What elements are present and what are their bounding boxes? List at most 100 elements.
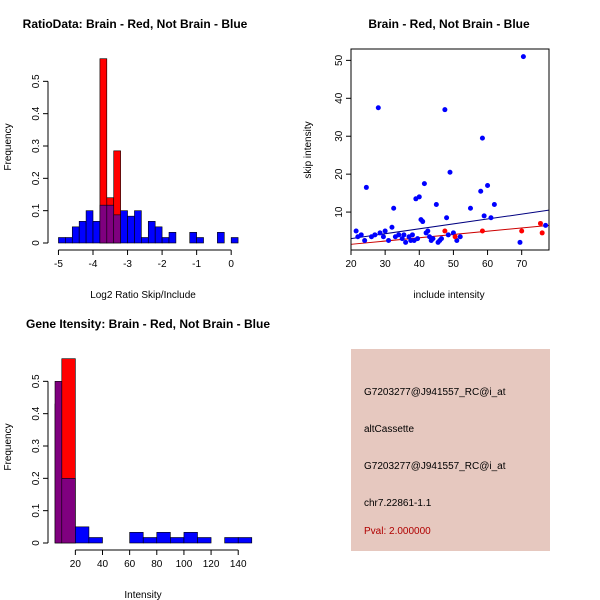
intensity-scatter-point-not-brain	[517, 239, 523, 245]
intensity-scatter-point-not-brain	[478, 188, 484, 194]
gene-intensity-histogram-x-tick-label: 80	[151, 559, 163, 570]
intensity-scatter-plot-box	[350, 48, 550, 251]
probe-id-secondary: G7203277@J941557_RC@i_at	[364, 461, 506, 472]
pval-text: Pval: 2.000000	[364, 526, 431, 537]
ratio-histogram-bar-not-brain	[168, 232, 177, 244]
ratio-histogram-bar-not-brain	[120, 210, 128, 244]
ratio-histogram-bar-not-brain	[65, 237, 73, 244]
intensity-scatter-point-brain	[479, 228, 485, 234]
gene-intensity-histogram-bar-not-brain	[129, 532, 144, 544]
intensity-scatter-point-not-brain	[386, 238, 392, 244]
intensity-scatter-point-not-brain	[450, 230, 456, 236]
intensity-scatter-point-not-brain	[391, 205, 397, 211]
intensity-scatter-point-not-brain	[445, 232, 451, 238]
intensity-scatter-x-tick-label: 60	[482, 259, 494, 270]
ratio-histogram-bar-not-brain	[134, 210, 142, 244]
ratio-histogram-y-tick-label: 0.4	[31, 106, 42, 120]
intensity-scatter-point-not-brain	[415, 236, 421, 242]
intensity-scatter-x-tick-label: 50	[448, 259, 460, 270]
ratio-histogram-y-tick-label: 0.3	[31, 139, 42, 153]
intensity-scatter-point-not-brain	[372, 232, 378, 238]
intensity-scatter-y-tick-label: 50	[334, 54, 345, 66]
gene-intensity-histogram-bar-not-brain	[88, 537, 103, 544]
ratio-histogram-bar-not-brain	[147, 221, 156, 244]
intensity-scatter-title: Brain - Red, Not Brain - Blue	[368, 17, 530, 31]
intensity-scatter-point-not-brain	[479, 135, 485, 141]
gene-intensity-histogram-y-tick-label: 0	[31, 540, 42, 546]
ratio-histogram-bar-not-brain	[230, 237, 239, 244]
ratio-histogram-y-tick-label: 0.5	[31, 74, 42, 88]
intensity-scatter-point-not-brain	[430, 236, 436, 242]
ratio-histogram-x-tick-label: -2	[158, 259, 167, 270]
gene-intensity-histogram-bar-not-brain	[183, 532, 198, 544]
ratio-histogram-bar-not-brain	[141, 237, 149, 244]
intensity-scatter-point-not-brain	[399, 236, 405, 242]
gene-intensity-histogram-bar-not-brain	[75, 526, 90, 544]
ratio-histogram-x-tick-label: -5	[54, 259, 63, 270]
ratio-histogram-y-tick-label: 0.2	[31, 171, 42, 185]
ratio-histogram-bar-not-brain	[92, 221, 101, 244]
gene-intensity-histogram-bar-not-brain	[237, 537, 253, 544]
intensity-scatter-x-tick-label: 20	[345, 259, 357, 270]
gene-intensity-histogram-x-tick-label: 140	[230, 559, 247, 570]
intensity-scatter-point-not-brain	[485, 183, 491, 189]
ratio-histogram-bar-not-brain	[78, 221, 87, 244]
gene-intensity-histogram-x-tick-label: 20	[70, 559, 82, 570]
ratio-histogram-bar-not-brain	[154, 226, 163, 244]
intensity-scatter-point-not-brain	[520, 54, 526, 60]
gene-intensity-histogram: Gene Itensity: Brain - Red, Not Brain - …	[3, 317, 270, 600]
ratio-histogram-ylabel: Frequency	[3, 123, 14, 170]
gene-intensity-histogram-bar-not-brain	[197, 537, 212, 544]
ratio-histogram-title: RatioData: Brain - Red, Not Brain - Blue	[23, 17, 248, 31]
intensity-scatter-point-not-brain	[433, 201, 439, 207]
intensity-scatter-x-tick-label: 30	[380, 259, 392, 270]
intensity-scatter-point-not-brain	[444, 215, 450, 221]
intensity-scatter-point-not-brain	[543, 222, 549, 228]
intensity-scatter-point-not-brain	[491, 201, 497, 207]
intensity-scatter-point-not-brain	[375, 105, 381, 111]
intensity-scatter-point-not-brain	[396, 232, 402, 238]
ratio-histogram-bar-not-brain	[161, 237, 170, 244]
intensity-scatter-ylabel: skip intensity	[303, 121, 314, 178]
ratio-histogram-x-tick-label: 0	[228, 259, 234, 270]
gene-intensity-histogram-x-tick-label: 60	[124, 559, 136, 570]
intensity-scatter-point-not-brain	[380, 234, 386, 240]
intensity-scatter-point-brain	[519, 228, 525, 234]
intensity-scatter-point-not-brain	[401, 232, 407, 238]
intensity-scatter-x-tick-label: 40	[414, 259, 426, 270]
gene-intensity-histogram-bar-not-brain	[224, 537, 239, 544]
intensity-scatter-point-not-brain	[488, 215, 494, 221]
ratio-histogram-xlabel: Log2 Ratio Skip/Include	[90, 290, 196, 301]
probe-id: G7203277@J941557_RC@i_at	[364, 387, 506, 398]
intensity-scatter-point-not-brain	[467, 205, 473, 211]
ratio-histogram-bar-not-brain	[127, 215, 135, 244]
gene-intensity-histogram-title: Gene Itensity: Brain - Red, Not Brain - …	[26, 317, 270, 331]
intensity-scatter-point-not-brain	[353, 228, 359, 234]
intensity-scatter-point-not-brain	[362, 238, 368, 244]
intensity-scatter-point-not-brain	[416, 194, 422, 200]
gene-intensity-histogram-bar-not-brain	[142, 537, 158, 544]
intensity-scatter-point-not-brain	[420, 219, 426, 225]
gene-intensity-histogram-bar-not-brain	[170, 537, 185, 544]
ratio-histogram-bar-not-brain	[58, 237, 66, 244]
ratio-histogram-bar-not-brain	[71, 226, 80, 244]
intensity-scatter-point-not-brain	[363, 184, 369, 190]
ratio-histogram-x-tick-label: -1	[192, 259, 201, 270]
intensity-scatter-point-not-brain	[457, 234, 463, 240]
intensity-scatter-y-tick-label: 30	[334, 130, 345, 142]
intensity-scatter-point-not-brain	[447, 169, 453, 175]
intensity-scatter-point-not-brain	[425, 228, 431, 234]
gene-intensity-histogram-x-tick-label: 120	[203, 559, 220, 570]
intensity-scatter-point-not-brain	[382, 228, 388, 234]
ratio-histogram-bar-not-brain	[106, 204, 115, 244]
intensity-scatter-point-brain	[452, 234, 458, 240]
intensity-scatter-y-tick-label: 10	[334, 206, 345, 218]
gene-intensity-histogram-bar-not-brain	[61, 478, 76, 544]
ratio-histogram-bar-not-brain	[85, 210, 94, 244]
intensity-scatter-point-not-brain	[403, 239, 409, 245]
gene-intensity-histogram-y-tick-label: 0.1	[31, 503, 42, 517]
ratio-histogram: RatioData: Brain - Red, Not Brain - Blue…	[3, 17, 248, 301]
ratio-histogram-x-tick-label: -3	[123, 259, 132, 270]
event-type: altCassette	[364, 424, 415, 435]
